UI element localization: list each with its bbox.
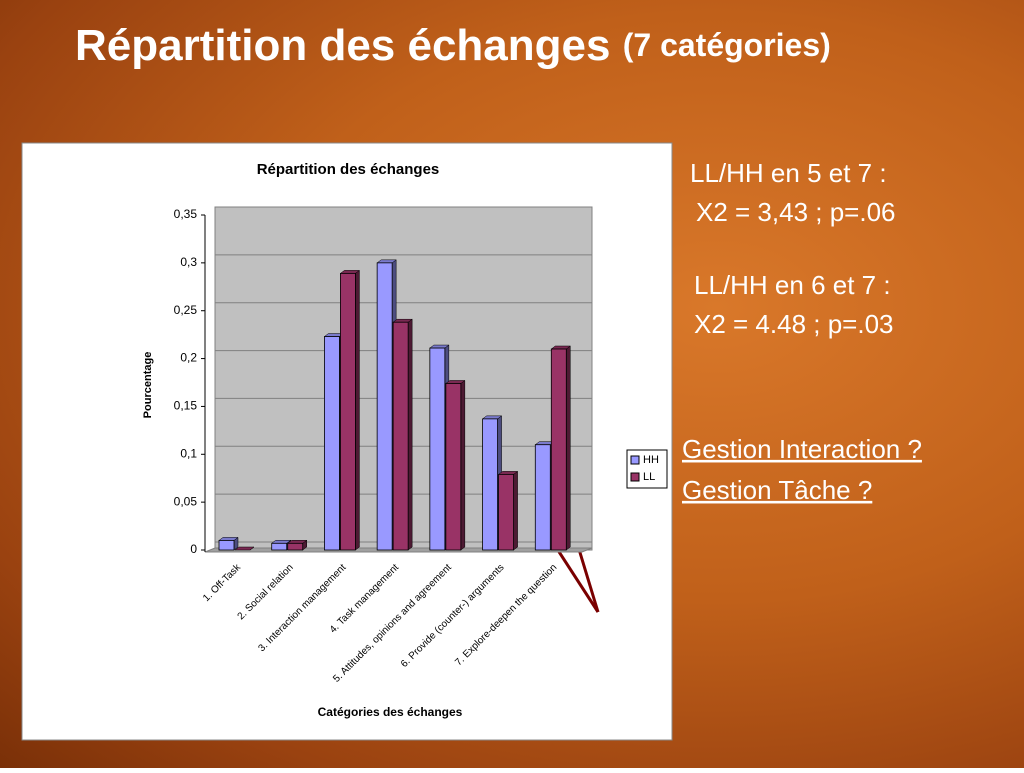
slide-title: Répartition des échanges (7 catégories) [75,21,831,70]
bar [218,540,235,551]
bar [287,542,304,551]
title-note: (7 catégories) [623,27,831,63]
y-tick-label: 0,35 [174,207,198,221]
note: LL/HH en 5 et 7 : [690,158,887,188]
bar-side [566,345,571,551]
bar [340,272,356,551]
bar-side [407,318,413,551]
bar [429,347,446,551]
bar [482,418,498,551]
bar [376,262,393,551]
bar-top [234,546,255,551]
bar [392,321,409,551]
legend-swatch [630,455,640,465]
bar [271,542,288,551]
y-axis-title: Pourcentage [142,352,154,419]
bar [324,336,340,551]
x-axis-title: Catégories des échanges [318,705,463,719]
bar [445,383,462,551]
question: Gestion Interaction ? [682,434,922,464]
bar [550,348,567,551]
bar-side [355,269,360,551]
bar-side [460,379,466,551]
bar-side [513,470,518,551]
y-tick-label: 0,3 [180,255,197,269]
y-tick-label: 0,1 [180,446,197,460]
note: X2 = 4.48 ; p=.03 [694,309,894,339]
y-tick-label: 0,05 [174,494,198,508]
note: X2 = 3,43 ; p=.06 [696,197,896,227]
bar [498,473,514,551]
y-tick-label: 0 [190,542,197,556]
y-tick-label: 0,15 [174,399,198,413]
y-tick-label: 0,25 [174,303,198,317]
question: Gestion Tâche ? [682,475,872,505]
note: LL/HH en 6 et 7 : [694,270,891,300]
chart-title: Répartition des échanges [257,161,440,178]
legend-label: HH [643,454,659,466]
title-main: Répartition des échanges [75,21,610,70]
y-tick-label: 0,2 [180,351,197,365]
legend-swatch [630,472,640,482]
legend-label: LL [643,471,655,483]
bar [534,444,551,551]
